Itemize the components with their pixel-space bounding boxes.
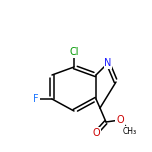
Text: Cl: Cl	[69, 47, 79, 57]
Text: F: F	[33, 94, 39, 104]
Text: CH₃: CH₃	[123, 126, 137, 135]
Text: N: N	[104, 58, 112, 68]
Text: O: O	[92, 128, 100, 138]
Text: O: O	[116, 115, 124, 125]
